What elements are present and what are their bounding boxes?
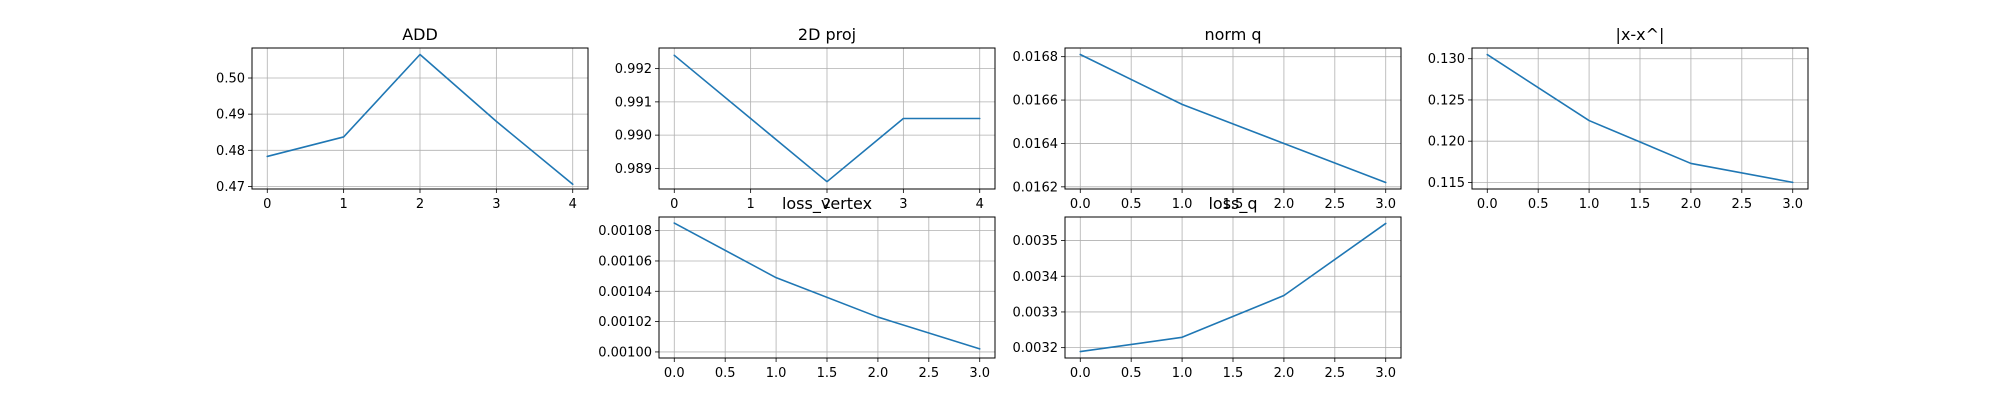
subplot-add: 0 1 2 3 4 0.47 0.48 0.49 0.50 ADD: [216, 25, 589, 212]
y-tick-label: 0.00108: [598, 224, 652, 239]
x-tick-label: 1.5: [817, 366, 838, 381]
subplot-loss-q: 0.0 0.5 1.0 1.5 2.0 2.5 3.0 0.0032 0.0033 0.0034 0…: [1013, 194, 1402, 381]
x-tick-label: 0: [670, 197, 678, 212]
y-tick-label: 0.0035: [1013, 234, 1059, 249]
chart-title-loss-vertex: loss_vertex: [782, 194, 872, 214]
y-tick-label: 0.00100: [598, 345, 652, 360]
x-tick-label: 0.0: [1477, 197, 1498, 212]
x-tick-label: 2.0: [1681, 197, 1702, 212]
x-tick-label: 2.5: [1324, 366, 1345, 381]
x-tick-label: 2.0: [868, 366, 889, 381]
x-tick-label: 2.5: [1324, 197, 1345, 212]
subplot-norm-q: 0.0 0.5 1.0 1.5 2.0 2.5 3.0 0.0162 0.0164 0.0166 0…: [1013, 25, 1402, 212]
y-tick-label: 0.0166: [1013, 94, 1059, 109]
y-tick-label: 0.0168: [1013, 50, 1059, 65]
y-tick-label: 0.00104: [598, 285, 652, 300]
chart-title-2d-proj: 2D proj: [798, 25, 856, 44]
y-tick-label: 0.125: [1428, 93, 1465, 108]
subplot-loss-vertex: 0.0 0.5 1.0 1.5 2.0 2.5 3.0 0.00100 0.00102 0.001…: [598, 194, 996, 381]
series-line-x-xhat: [1486, 53, 1794, 184]
x-tick-label: 3.0: [1782, 197, 1803, 212]
subplot-x-xhat: 0.0 0.5 1.0 1.5 2.0 2.5 3.0 0.115 0.120 0.125 0.13…: [1428, 25, 1809, 212]
y-tick-label: 0.0162: [1013, 180, 1059, 195]
x-tick-label: 1.0: [766, 366, 787, 381]
x-tick-label: 0.5: [1528, 197, 1549, 212]
x-tick-label: 3.0: [969, 366, 990, 381]
x-tick-label: 2: [416, 197, 424, 212]
y-tick-label: 0.0033: [1013, 305, 1059, 320]
x-tick-label: 3: [899, 197, 907, 212]
x-tick-label: 0.0: [664, 366, 685, 381]
series-line-add: [266, 53, 574, 186]
chart-title-x-xhat: |x-x^|: [1616, 25, 1665, 44]
x-tick-label: 0.5: [1121, 197, 1142, 212]
x-tick-label: 1.5: [1223, 197, 1244, 212]
y-tick-label: 0.48: [216, 144, 245, 159]
y-tick-label: 0.992: [615, 62, 652, 77]
x-tick-label: 2: [823, 197, 831, 212]
series-line-2d-proj: [673, 54, 981, 183]
x-tick-label: 0.5: [715, 366, 736, 381]
y-tick-label: 0.991: [615, 95, 652, 110]
x-tick-label: 2.5: [918, 366, 939, 381]
x-tick-label: 1: [746, 197, 754, 212]
y-tick-label: 0.0034: [1013, 270, 1059, 285]
y-tick-label: 0.120: [1428, 135, 1465, 150]
y-tick-label: 0.130: [1428, 52, 1465, 67]
y-tick-label: 0.989: [615, 162, 652, 177]
x-tick-label: 2.0: [1274, 197, 1295, 212]
x-tick-label: 4: [569, 197, 577, 212]
y-tick-label: 0.49: [216, 108, 245, 123]
x-tick-label: 3.0: [1375, 366, 1396, 381]
series-line-loss-vertex: [673, 222, 981, 350]
x-tick-label: 3.0: [1375, 197, 1396, 212]
chart-title-norm-q: norm q: [1204, 25, 1261, 44]
y-tick-label: 0.990: [615, 129, 652, 144]
y-tick-label: 0.47: [216, 180, 245, 195]
x-tick-label: 1.5: [1223, 366, 1244, 381]
y-tick-label: 0.50: [216, 72, 245, 87]
series-line-loss-q: [1079, 222, 1387, 353]
x-tick-label: 3: [492, 197, 500, 212]
chart-title-add: ADD: [402, 25, 438, 44]
y-tick-label: 0.0164: [1013, 137, 1059, 152]
x-tick-label: 1: [339, 197, 347, 212]
y-tick-label: 0.115: [1428, 176, 1465, 191]
x-tick-label: 0: [263, 197, 271, 212]
x-tick-label: 4: [976, 197, 984, 212]
x-tick-label: 1.0: [1172, 366, 1193, 381]
x-tick-label: 0.0: [1070, 366, 1091, 381]
x-tick-label: 1.0: [1172, 197, 1193, 212]
y-tick-label: 0.0032: [1013, 341, 1059, 356]
x-tick-label: 0.0: [1070, 197, 1091, 212]
x-tick-label: 1.5: [1630, 197, 1651, 212]
y-tick-label: 0.00106: [598, 254, 652, 269]
x-tick-label: 2.5: [1731, 197, 1752, 212]
subplot-2d-proj: 0 1 2 3 4 0.989 0.990 0.991 0.992 2D proj: [615, 25, 996, 212]
y-tick-label: 0.00102: [598, 315, 652, 330]
chart-title-loss-q: loss_q: [1208, 194, 1257, 214]
series-line-norm-q: [1079, 53, 1387, 184]
x-tick-label: 0.5: [1121, 366, 1142, 381]
x-tick-label: 1.0: [1579, 197, 1600, 212]
x-tick-label: 2.0: [1274, 366, 1295, 381]
